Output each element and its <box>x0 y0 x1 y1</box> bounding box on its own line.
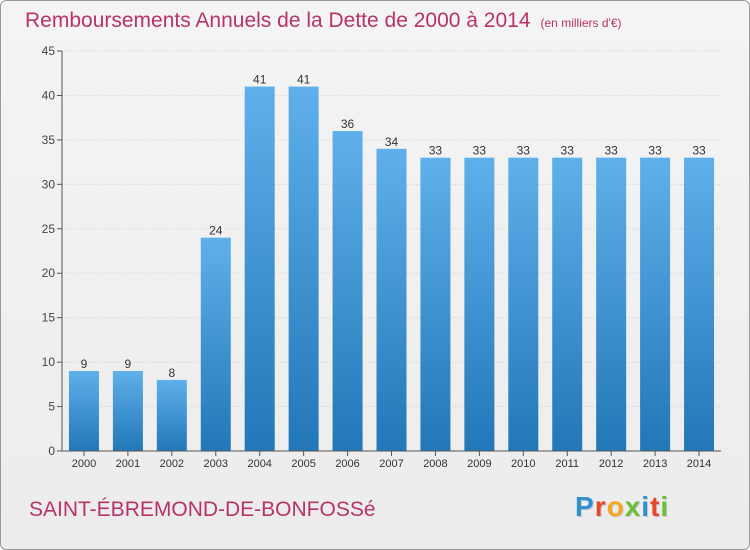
x-tick-label: 2014 <box>687 458 711 470</box>
logo-letter: t <box>650 491 661 522</box>
bar <box>200 237 231 451</box>
x-tick-label: 2003 <box>204 458 228 470</box>
data-label: 36 <box>341 117 355 131</box>
logo-letter: i <box>641 491 651 522</box>
x-tick-label: 2001 <box>116 458 140 470</box>
data-label: 33 <box>692 144 706 158</box>
logo-letter: x <box>624 491 642 522</box>
data-label: 33 <box>517 144 531 158</box>
y-tick-label: 20 <box>42 266 56 280</box>
data-label: 33 <box>648 144 662 158</box>
x-tick-label: 2006 <box>335 458 359 470</box>
bar <box>288 86 319 452</box>
data-label: 33 <box>604 144 618 158</box>
bar <box>112 371 143 451</box>
y-tick-label: 15 <box>42 311 56 325</box>
bar <box>332 131 363 451</box>
data-label: 8 <box>168 366 175 380</box>
y-tick-label: 30 <box>42 177 56 191</box>
data-label: 9 <box>125 357 132 371</box>
bar <box>640 157 671 451</box>
logo-letter: i <box>660 491 670 522</box>
bar <box>156 379 187 451</box>
data-label: 33 <box>429 144 443 158</box>
data-label: 9 <box>81 357 88 371</box>
data-label: 33 <box>561 144 575 158</box>
bars: 9 9 8 24 41 41 36 34 33 33 33 33 33 33 33 <box>68 73 715 452</box>
y-tick-label: 5 <box>48 400 55 414</box>
chart-title: Remboursements Annuels de la Dette de 20… <box>25 9 622 33</box>
x-tick-label: 2002 <box>160 458 184 470</box>
x-tick-label: 2005 <box>291 458 315 470</box>
bar <box>376 148 407 451</box>
bar <box>552 157 583 451</box>
proxiti-logo[interactable]: Proxiti <box>575 491 669 523</box>
chart-title-text: Remboursements Annuels de la Dette de 20… <box>25 9 531 32</box>
commune-name: SAINT-ÉBREMOND-DE-BONFOSSé <box>29 498 376 521</box>
data-label: 33 <box>473 144 487 158</box>
x-tick-label: 2010 <box>511 458 535 470</box>
axes: 0 5 10 15 20 25 30 35 40 45 2000 2001 2002 2003 2004 20… <box>42 44 721 470</box>
logo-letter: P <box>575 491 595 522</box>
data-label: 41 <box>253 73 267 87</box>
x-tick-label: 2000 <box>72 458 96 470</box>
bar <box>68 371 99 451</box>
y-tick-label: 10 <box>42 355 56 369</box>
bar <box>464 157 495 451</box>
data-label: 24 <box>209 224 223 238</box>
logo-letter: r <box>594 491 607 522</box>
x-tick-label: 2004 <box>247 458 271 470</box>
bar <box>420 157 451 451</box>
x-tick-label: 2013 <box>643 458 667 470</box>
y-tick-label: 35 <box>42 133 56 147</box>
x-tick-label: 2007 <box>379 458 403 470</box>
y-tick-label: 0 <box>48 444 55 458</box>
data-label: 34 <box>385 135 399 149</box>
bar <box>244 86 275 452</box>
logo-letter: o <box>606 491 625 522</box>
bar <box>684 157 715 451</box>
bar <box>596 157 627 451</box>
y-tick-label: 45 <box>42 44 56 58</box>
bar <box>508 157 539 451</box>
data-label: 41 <box>297 73 311 87</box>
unit-label: (en milliers d'€) <box>540 16 622 30</box>
y-tick-label: 25 <box>42 222 56 236</box>
x-tick-label: 2009 <box>467 458 491 470</box>
y-tick-label: 40 <box>42 88 56 102</box>
x-tick-label: 2008 <box>423 458 447 470</box>
x-tick-label: 2012 <box>599 458 623 470</box>
x-tick-label: 2011 <box>555 458 579 470</box>
